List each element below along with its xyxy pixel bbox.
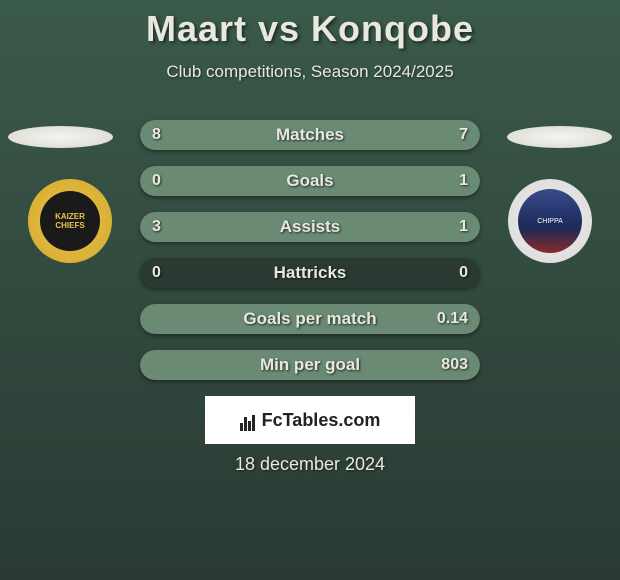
club-badge-right-label: CHIPPA <box>518 189 582 253</box>
stat-value-right: 0.14 <box>437 310 468 328</box>
stat-bar-right <box>201 166 480 196</box>
stat-value-left: 0 <box>152 172 161 190</box>
stat-row: 8 7 Matches <box>140 120 480 150</box>
stat-label: Goals per match <box>243 309 376 329</box>
stat-row: 3 1 Assists <box>140 212 480 242</box>
stat-bar-right <box>320 120 480 150</box>
stat-value-left: 3 <box>152 218 161 236</box>
club-badge-left: KAIZER CHIEFS <box>28 179 112 263</box>
page-title: Maart vs Konqobe <box>0 0 620 50</box>
stat-value-right: 1 <box>459 218 468 236</box>
page-subtitle: Club competitions, Season 2024/2025 <box>0 62 620 82</box>
footer-brand: FcTables.com <box>205 396 415 444</box>
brand-bars-icon <box>240 410 256 431</box>
stat-value-right: 803 <box>441 356 468 374</box>
date-text: 18 december 2024 <box>235 454 385 475</box>
stat-bar-left <box>140 212 395 242</box>
player-left-placeholder <box>8 126 113 148</box>
stat-bar-left <box>140 166 201 196</box>
stat-row: 0 1 Goals <box>140 166 480 196</box>
stat-label: Min per goal <box>260 355 360 375</box>
stat-label: Hattricks <box>274 263 347 283</box>
stat-label: Assists <box>280 217 340 237</box>
stats-container: 8 7 Matches 0 1 Goals 3 1 Assists 0 0 Hattricks 0.14… <box>140 120 480 396</box>
club-badge-left-label: KAIZER CHIEFS <box>40 191 100 251</box>
stat-row: 0.14 Goals per match <box>140 304 480 334</box>
stat-row: 803 Min per goal <box>140 350 480 380</box>
stat-value-left: 8 <box>152 126 161 144</box>
stat-value-right: 1 <box>459 172 468 190</box>
club-badge-right: CHIPPA <box>508 179 592 263</box>
stat-label: Goals <box>286 171 333 191</box>
stat-value-right: 7 <box>459 126 468 144</box>
footer-brand-text: FcTables.com <box>262 410 381 431</box>
player-right-placeholder <box>507 126 612 148</box>
stat-value-right: 0 <box>459 264 468 282</box>
stat-row: 0 0 Hattricks <box>140 258 480 288</box>
stat-value-left: 0 <box>152 264 161 282</box>
stat-label: Matches <box>276 125 344 145</box>
